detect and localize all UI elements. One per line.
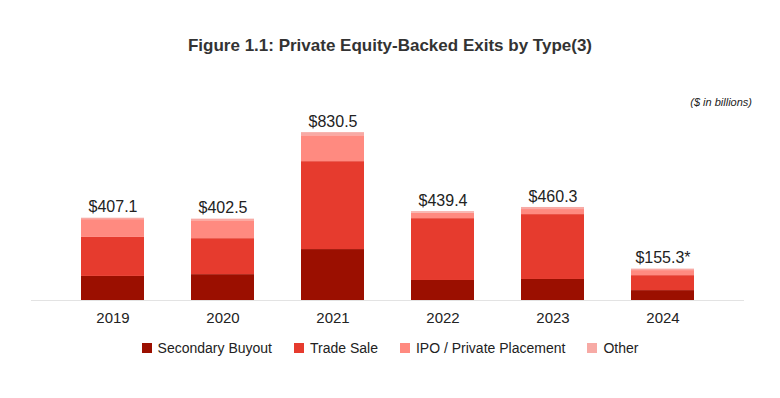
- svg-text:$155.3*: $155.3*: [635, 249, 690, 266]
- html-text:Trade Sale: Trade Sale: [310, 340, 378, 356]
- html-text:Figure 1.1: Private Equity-Bac: Figure 1.1: Private Equity-Backed Exits …: [188, 36, 592, 55]
- html-text:Secondary Buyout: Secondary Buyout: [157, 340, 272, 356]
- svg-text:2024: 2024: [646, 309, 679, 326]
- html-text:IPO / Private Placement: IPO / Private Placement: [416, 340, 566, 356]
- svg-text:2019: 2019: [96, 309, 129, 326]
- html-text:($ in billions): ($ in billions): [690, 96, 752, 108]
- svg-text:$439.4: $439.4: [419, 192, 468, 209]
- svg-text:2020: 2020: [206, 309, 239, 326]
- svg-text:$460.3: $460.3: [529, 188, 578, 205]
- svg-text:$407.1: $407.1: [89, 198, 138, 215]
- svg-text:$830.5: $830.5: [309, 113, 358, 130]
- svg-text:2021: 2021: [316, 309, 349, 326]
- svg-text:2023: 2023: [536, 309, 569, 326]
- svg-text:$402.5: $402.5: [199, 199, 248, 216]
- svg-text:2022: 2022: [426, 309, 459, 326]
- html-text:Other: Other: [603, 340, 639, 356]
